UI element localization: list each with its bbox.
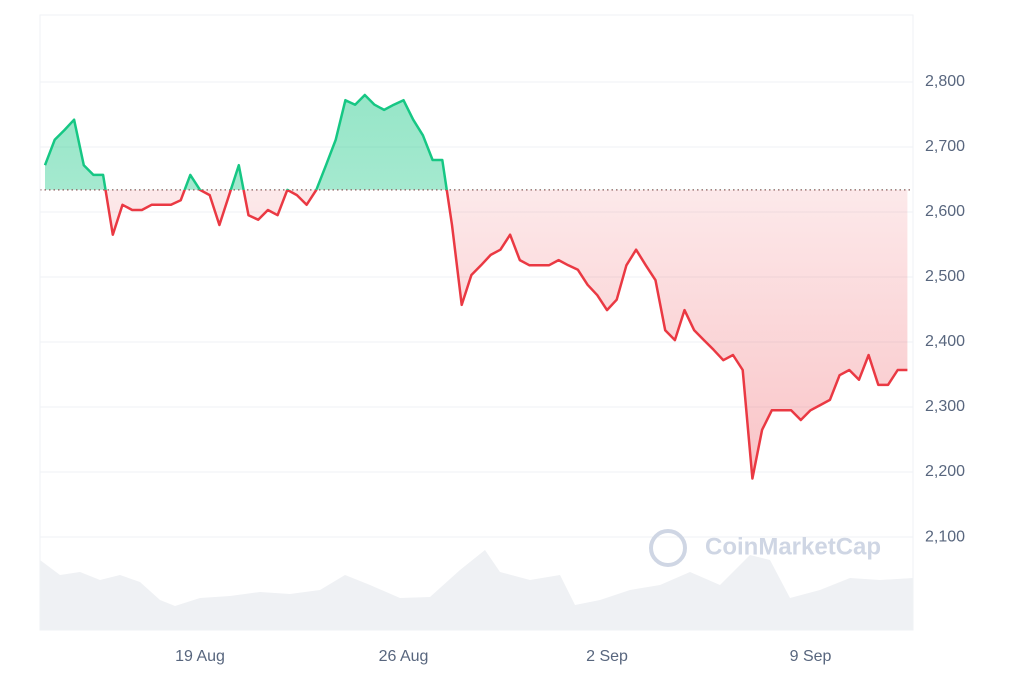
y-tick-label: 2,500 xyxy=(925,268,965,285)
watermark: CoinMarketCap xyxy=(705,533,881,560)
volume-area xyxy=(40,550,913,630)
y-tick-label: 2,800 xyxy=(925,73,965,90)
y-tick-label: 2,400 xyxy=(925,333,965,350)
y-tick-label: 2,200 xyxy=(925,463,965,480)
y-tick-label: 2,700 xyxy=(925,138,965,155)
plot-frame xyxy=(39,14,914,631)
x-tick-label: 9 Sep xyxy=(790,648,832,665)
y-tick-label: 2,300 xyxy=(925,398,965,415)
price-line-down xyxy=(104,189,908,480)
x-tick-label: 26 Aug xyxy=(379,648,429,665)
watermark-logo xyxy=(649,529,687,567)
price-line-up xyxy=(43,93,449,190)
x-tick-label: 2 Sep xyxy=(586,648,628,665)
y-tick-label: 2,100 xyxy=(925,528,965,545)
area-down xyxy=(105,189,908,479)
x-tick-label: 19 Aug xyxy=(175,648,225,665)
y-tick-label: 2,600 xyxy=(925,203,965,220)
